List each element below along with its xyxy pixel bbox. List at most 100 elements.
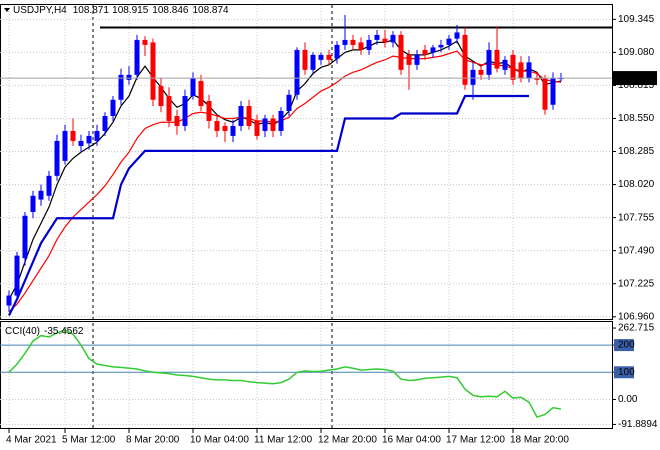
candle-body [422,49,428,55]
candle-body [502,59,508,70]
candle-body [46,175,52,196]
price-header: USDJPY,H4 108.871 108.915 108.846 108.874 [13,5,229,16]
y-tick-label: 109.345 [618,14,655,25]
candle-body [150,42,156,100]
x-tick-label: 16 Mar 04:00 [382,435,441,446]
cci-pane [0,321,613,429]
candle-body [446,38,452,45]
candle-body [62,130,68,161]
candle-body [302,49,308,70]
candle-body [190,78,196,97]
candle-body [374,34,380,40]
x-tick-label: 5 Mar 12:00 [62,435,116,446]
x-tick-label: 12 Mar 20:00 [318,435,377,446]
indicator-line [8,50,562,313]
candle-body [350,39,356,45]
cci-header: CCI(40) -35.4562 [5,326,84,337]
candle-body [230,125,236,136]
indicator-line [8,94,529,316]
cci-value: -35.4562 [44,326,84,337]
plot-layer: 4 Mar 2021 5 Mar 12:00 8 Mar 20:00 10 Mar 0… [0,5,658,446]
candle-body [526,62,532,79]
cci-title: CCI(40) [5,326,40,337]
candle-body [6,295,12,306]
candle-body [238,106,244,126]
candle-body [214,120,220,131]
indicator-line [8,329,562,419]
x-tick-label: 4 Mar 2021 [6,435,57,446]
candle-body [478,69,484,75]
level-label-box [614,366,634,379]
level-label-box [614,339,634,352]
candle-body [534,78,540,80]
candle-body [38,190,44,200]
candle-body [14,255,20,296]
candle-body [22,215,28,259]
candle-body [30,195,36,213]
candle-body [198,81,204,107]
candle-body [518,62,524,79]
candle-body [358,42,364,50]
y-tick-label: 108.815 [618,80,655,91]
low-value: 108.846 [152,5,189,16]
y-tick-label: 109.080 [618,47,655,58]
candle-body [318,54,324,60]
candle-body [110,99,116,116]
candle-body [94,130,100,141]
candle-body [438,44,444,48]
candle-body [262,118,268,131]
candle-body [462,34,468,85]
y-tick-label: 107.490 [618,245,655,256]
candle-body [454,32,460,39]
y-tick-label: 108.550 [618,113,655,124]
y-tick-label: -91.8894 [618,419,658,430]
candle-body [342,39,348,45]
candle-body [430,47,436,53]
open-value: 108.871 [73,5,110,16]
header-icon [4,8,10,12]
candle-body [134,39,140,75]
x-tick-label: 11 Mar 12:00 [254,435,313,446]
y-tick-label: 107.225 [618,278,655,289]
candle-body [206,101,212,121]
candle-body [398,34,404,70]
x-tick-label: 18 Mar 20:00 [510,435,569,446]
y-tick-label: 106.960 [618,311,655,322]
candle-body [542,78,548,110]
candle-body [390,34,396,43]
candle-body [222,125,228,131]
candle-body [54,140,60,176]
candle-body [294,49,300,95]
candle-body [174,115,180,126]
y-tick-label: 200 [618,340,635,351]
candle-body [182,96,188,126]
candle-body [102,115,108,131]
candle-body [334,44,340,59]
candle-body [158,86,164,107]
y-tick-label: 0.00 [618,394,638,405]
y-tick-label: 108.020 [618,179,655,190]
x-tick-label: 10 Mar 04:00 [190,435,249,446]
x-tick-label: 8 Mar 20:00 [126,435,180,446]
indicator-line [8,39,562,300]
candle-body [486,49,492,75]
high-value: 108.915 [112,5,149,16]
candle-body [382,38,388,43]
candle-body [118,74,124,100]
candle-body [278,110,284,131]
candle-body [166,96,172,121]
candle-body [126,74,132,80]
candle-body [254,120,260,136]
candle-body [246,106,252,126]
candle-body [414,54,420,65]
candle-body [550,78,556,105]
x-tick-label: 17 Mar 12:00 [446,435,505,446]
price-box [613,71,657,86]
candle-body [366,39,372,50]
candle-body [142,39,148,45]
candle-body [70,130,76,141]
price-pane [0,4,613,320]
